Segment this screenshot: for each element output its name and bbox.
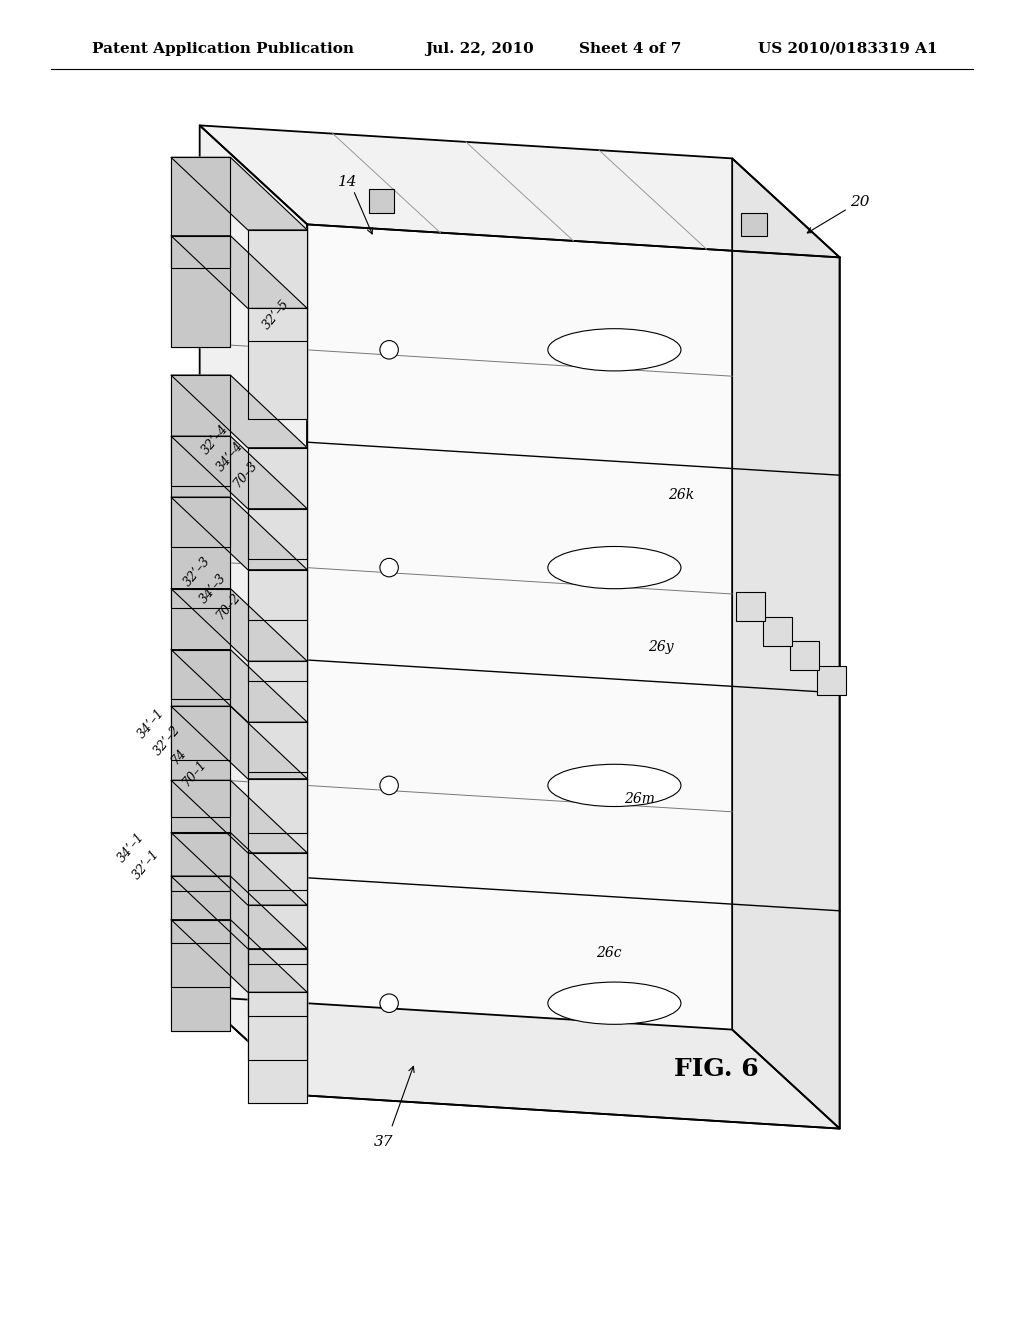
FancyBboxPatch shape (763, 616, 792, 645)
Polygon shape (171, 498, 230, 609)
Text: 34’–1: 34’–1 (115, 830, 147, 865)
Polygon shape (171, 498, 307, 570)
Polygon shape (171, 649, 230, 760)
Polygon shape (171, 649, 307, 722)
Text: 14: 14 (338, 176, 358, 189)
Text: 26m: 26m (625, 792, 655, 805)
Polygon shape (171, 833, 307, 906)
Polygon shape (732, 158, 840, 1129)
Text: 34’–3: 34’–3 (197, 572, 229, 606)
Polygon shape (248, 993, 307, 1104)
FancyBboxPatch shape (817, 667, 846, 696)
Polygon shape (171, 833, 230, 944)
FancyBboxPatch shape (369, 190, 394, 214)
Text: 34’–1: 34’–1 (135, 706, 168, 741)
Polygon shape (171, 589, 307, 661)
Text: Jul. 22, 2010: Jul. 22, 2010 (425, 42, 534, 55)
Polygon shape (171, 157, 230, 268)
Polygon shape (171, 436, 230, 546)
Text: 32’–3: 32’–3 (181, 554, 214, 589)
Polygon shape (248, 661, 307, 772)
Text: 34’–4: 34’–4 (214, 440, 247, 474)
Polygon shape (171, 780, 230, 891)
Text: Sheet 4 of 7: Sheet 4 of 7 (579, 42, 681, 55)
Polygon shape (171, 157, 307, 230)
FancyBboxPatch shape (741, 213, 767, 236)
Text: 26k: 26k (668, 488, 694, 502)
Ellipse shape (548, 982, 681, 1024)
Text: 74: 74 (169, 746, 189, 767)
Polygon shape (248, 230, 307, 341)
Text: 32’–1: 32’–1 (130, 847, 163, 882)
Polygon shape (248, 309, 307, 420)
Ellipse shape (380, 341, 398, 359)
Polygon shape (200, 997, 840, 1129)
Text: 32’–2: 32’–2 (151, 723, 183, 758)
Ellipse shape (380, 994, 398, 1012)
Polygon shape (200, 125, 840, 257)
Polygon shape (248, 722, 307, 833)
Ellipse shape (548, 764, 681, 807)
Polygon shape (248, 508, 307, 619)
Polygon shape (307, 224, 840, 1129)
Text: 32’–5: 32’–5 (260, 297, 293, 331)
Polygon shape (248, 570, 307, 681)
Ellipse shape (548, 546, 681, 589)
Polygon shape (171, 436, 307, 508)
FancyBboxPatch shape (736, 591, 765, 620)
Polygon shape (171, 236, 307, 309)
Ellipse shape (380, 776, 398, 795)
Text: 70–2: 70–2 (214, 590, 243, 622)
Polygon shape (171, 920, 230, 1031)
Polygon shape (248, 779, 307, 890)
Text: 37: 37 (374, 1135, 394, 1148)
Text: 26c: 26c (597, 946, 622, 960)
Polygon shape (171, 375, 307, 447)
Text: 32’–4: 32’–4 (199, 422, 231, 457)
Text: FIG. 6: FIG. 6 (675, 1057, 759, 1081)
Polygon shape (171, 780, 307, 853)
Polygon shape (200, 125, 307, 1096)
Polygon shape (171, 920, 307, 993)
Ellipse shape (380, 558, 398, 577)
Polygon shape (171, 236, 230, 347)
Text: US 2010/0183319 A1: US 2010/0183319 A1 (758, 42, 937, 55)
Polygon shape (248, 447, 307, 558)
Text: 70–3: 70–3 (231, 458, 260, 490)
Polygon shape (248, 853, 307, 964)
Text: 26y: 26y (647, 640, 674, 653)
Polygon shape (171, 876, 307, 949)
FancyBboxPatch shape (791, 642, 819, 671)
Polygon shape (171, 375, 230, 486)
Polygon shape (171, 876, 230, 987)
Polygon shape (171, 589, 230, 700)
Polygon shape (248, 949, 307, 1060)
Ellipse shape (548, 329, 681, 371)
Polygon shape (171, 706, 230, 817)
Text: 70–1: 70–1 (180, 758, 209, 789)
Text: 20: 20 (850, 195, 870, 209)
Polygon shape (171, 706, 307, 779)
Polygon shape (248, 906, 307, 1016)
Text: Patent Application Publication: Patent Application Publication (92, 42, 354, 55)
